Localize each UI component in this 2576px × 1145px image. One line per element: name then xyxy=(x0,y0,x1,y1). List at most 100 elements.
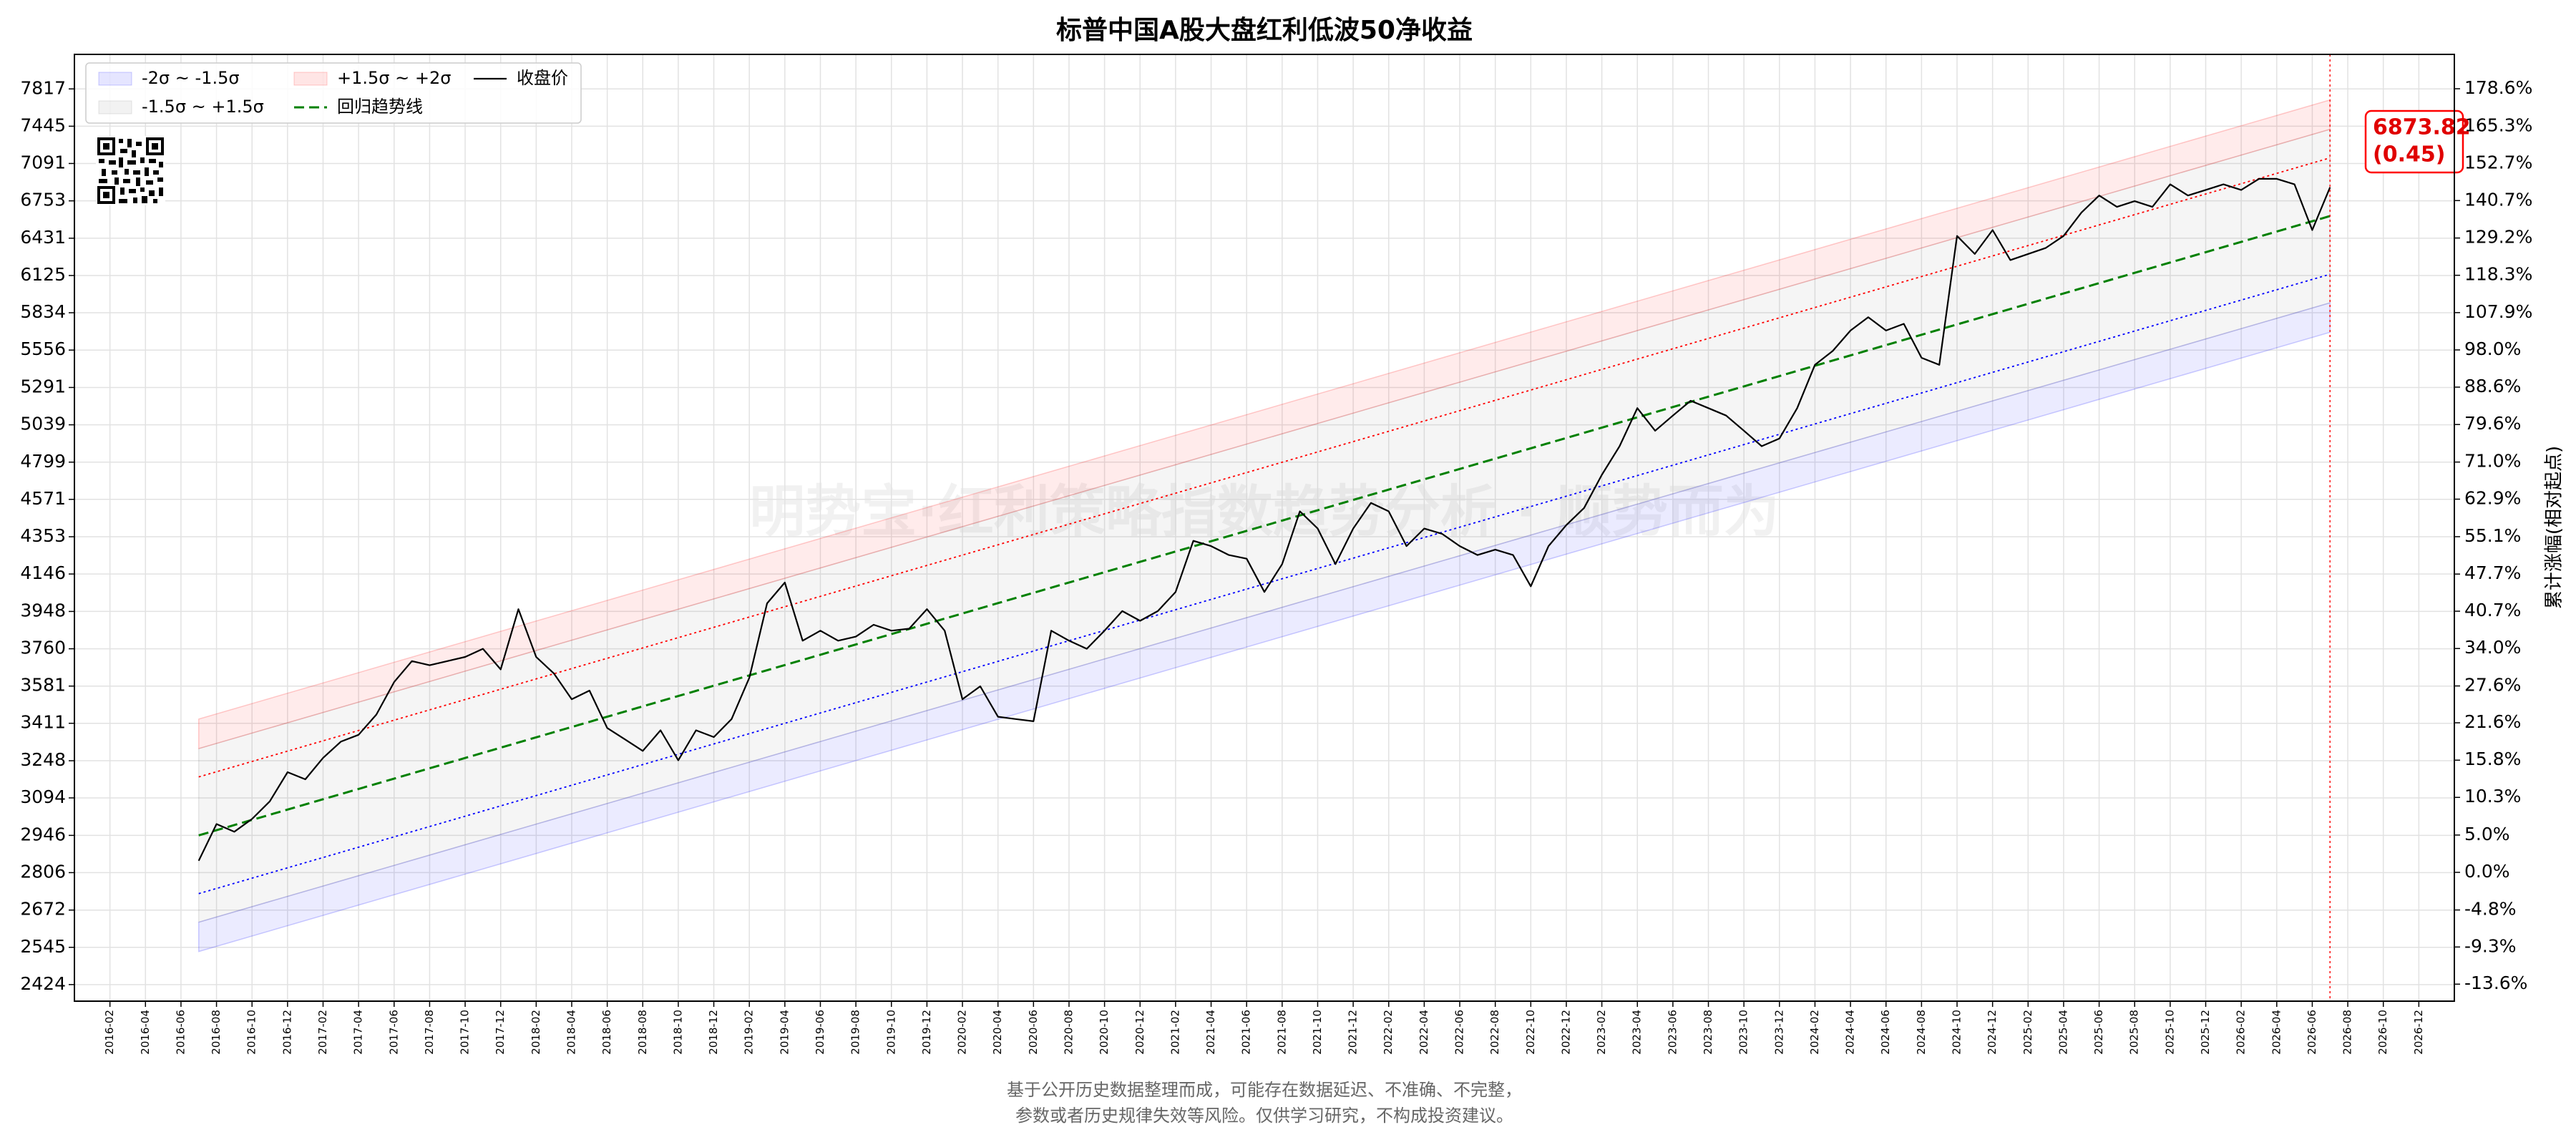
x-tick-label: 2025-08 xyxy=(2128,1010,2141,1055)
y2-tick-label: 10.3% xyxy=(2464,786,2521,807)
x-tick-label: 2019-04 xyxy=(778,1010,791,1055)
legend-swatch xyxy=(98,100,132,114)
y2-tick-label: 47.7% xyxy=(2464,562,2521,583)
y2-tick-label: 34.0% xyxy=(2464,637,2521,658)
x-tick-label: 2019-06 xyxy=(814,1010,826,1055)
x-tick-label: 2021-06 xyxy=(1240,1010,1253,1055)
y2-tick-label: 21.6% xyxy=(2464,711,2521,732)
x-tick-label: 2022-08 xyxy=(1488,1010,1501,1055)
y-tick-label: 2545 xyxy=(20,936,66,957)
x-tick-label: 2018-10 xyxy=(671,1010,684,1055)
x-tick-label: 2017-06 xyxy=(387,1010,400,1055)
x-tick-label: 2017-04 xyxy=(352,1010,365,1055)
x-tick-label: 2020-02 xyxy=(956,1010,969,1055)
y-tick-label: 3948 xyxy=(20,600,66,620)
sigma-band xyxy=(197,128,2331,923)
x-tick-label: 2025-12 xyxy=(2199,1010,2212,1055)
x-tick-label: 2018-04 xyxy=(565,1010,577,1055)
y2-tick-label: 118.3% xyxy=(2464,264,2532,285)
y-tick-label: 4146 xyxy=(20,562,66,583)
x-tick-label: 2026-04 xyxy=(2270,1010,2283,1055)
y2-tick-label: 178.6% xyxy=(2464,77,2532,98)
x-tick-label: 2023-06 xyxy=(1666,1010,1679,1055)
annotation-frame xyxy=(2364,109,2464,174)
y2-tick-label: 88.6% xyxy=(2464,376,2521,396)
y-tick-label: 5039 xyxy=(20,414,66,434)
x-tick-label: 2021-04 xyxy=(1204,1010,1217,1055)
y-tick-label: 4571 xyxy=(20,488,66,509)
y-tick-label: 6125 xyxy=(20,264,66,285)
plot-area xyxy=(74,54,2454,1001)
y-tick-label: 2672 xyxy=(20,899,66,920)
x-tick-label: 2022-10 xyxy=(1524,1010,1537,1055)
y-tick-label: 2946 xyxy=(20,824,66,844)
y2-tick-label: 15.8% xyxy=(2464,749,2521,769)
y-tick-label: 5556 xyxy=(20,338,66,359)
y-tick-label: 2424 xyxy=(20,973,66,994)
y-tick-label: 3248 xyxy=(20,749,66,770)
x-tick-label: 2026-06 xyxy=(2306,1010,2318,1055)
y2-tick-label: -9.3% xyxy=(2464,935,2517,956)
trend-line xyxy=(198,215,2331,837)
last-value-label: 6873.82 xyxy=(2373,115,2471,140)
x-tick-label: 2026-08 xyxy=(2341,1010,2354,1055)
watermark: 明势宝·红利策略指数趋势分析 · 顺势而为 xyxy=(749,479,1780,544)
y-tick-label: 3581 xyxy=(20,675,66,696)
x-tick-label: 2022-02 xyxy=(1382,1010,1395,1055)
y2-tick-label: -4.8% xyxy=(2464,899,2517,920)
legend-frame xyxy=(85,62,582,124)
x-tick-label: 2021-12 xyxy=(1347,1010,1360,1055)
x-tick-label: 2025-02 xyxy=(2021,1010,2034,1055)
y-tick-label: 7445 xyxy=(20,114,66,135)
x-tick-label: 2019-08 xyxy=(849,1010,862,1055)
x-tick-label: 2025-04 xyxy=(2057,1010,2069,1055)
x-tick-label: 2024-02 xyxy=(1808,1010,1821,1055)
x-tick-label: 2023-04 xyxy=(1631,1010,1644,1055)
x-tick-label: 2024-12 xyxy=(1986,1010,1999,1055)
x-tick-label: 2018-12 xyxy=(707,1010,720,1055)
x-tick-label: 2021-02 xyxy=(1169,1010,1181,1055)
x-tick-label: 2024-06 xyxy=(1879,1010,1892,1055)
layers: 2016-02 2016-04 2016-06 2016-08 2016-10 2016-… xyxy=(20,54,2532,1055)
axes-frame xyxy=(74,54,2455,1002)
y2-tick-label: 107.9% xyxy=(2464,301,2532,322)
y-tick-label: 7817 xyxy=(20,77,66,98)
x-tick-label: 2016-12 xyxy=(280,1010,293,1055)
x-tick-label: 2019-02 xyxy=(743,1010,756,1055)
y-tick-label: 4799 xyxy=(20,451,66,472)
x-tick-label: 2023-10 xyxy=(1737,1010,1750,1055)
footer-line: 基于公开历史数据整理而成，可能存在数据延迟、不准确、不完整， xyxy=(1007,1080,1522,1100)
y2-tick-label: 165.3% xyxy=(2464,114,2532,135)
footer-line: 参数或者历史规律失效等风险。仅供学习研究，不构成投资建议。 xyxy=(1015,1106,1513,1126)
x-tick-label: 2019-12 xyxy=(920,1010,933,1055)
legend-label: +1.5σ ~ +2σ xyxy=(337,68,451,88)
x-tick-label: 2017-02 xyxy=(316,1010,329,1055)
y-tick-label: 6753 xyxy=(20,190,66,210)
x-tick-label: 2026-10 xyxy=(2376,1010,2389,1055)
y-tick-label: 4353 xyxy=(20,525,66,546)
legend-label: -2σ ~ -1.5σ xyxy=(142,68,240,88)
x-tick-label: 2024-08 xyxy=(1915,1010,1928,1055)
x-tick-label: 2016-06 xyxy=(174,1010,187,1055)
x-tick-label: 2018-02 xyxy=(530,1010,542,1055)
y2-tick-label: 40.7% xyxy=(2464,600,2521,620)
x-tick-label: 2022-12 xyxy=(1559,1010,1572,1055)
y2-tick-label: -13.6% xyxy=(2464,973,2527,993)
x-tick-label: 2020-06 xyxy=(1027,1010,1040,1055)
x-tick-label: 2016-04 xyxy=(139,1010,152,1055)
y-tick-label: 5291 xyxy=(20,376,66,396)
x-tick-label: 2017-12 xyxy=(494,1010,507,1055)
legend-label: -1.5σ ~ +1.5σ xyxy=(142,97,264,117)
legend: -2σ ~ -1.5σ -1.5σ ~ +1.5σ +1.5σ ~ +2σ 回归趋势线… xyxy=(85,62,582,124)
y-tick-label: 6431 xyxy=(20,227,66,248)
sigma-line xyxy=(198,157,2331,778)
x-tick-label: 2018-06 xyxy=(600,1010,613,1055)
y2-tick-label: 129.2% xyxy=(2464,227,2532,248)
legend-swatch xyxy=(293,72,328,86)
x-tick-label: 2020-04 xyxy=(991,1010,1004,1055)
y2-tick-label: 152.7% xyxy=(2464,152,2532,172)
y2-tick-label: 55.1% xyxy=(2464,525,2521,546)
sigma-band xyxy=(197,302,2331,952)
